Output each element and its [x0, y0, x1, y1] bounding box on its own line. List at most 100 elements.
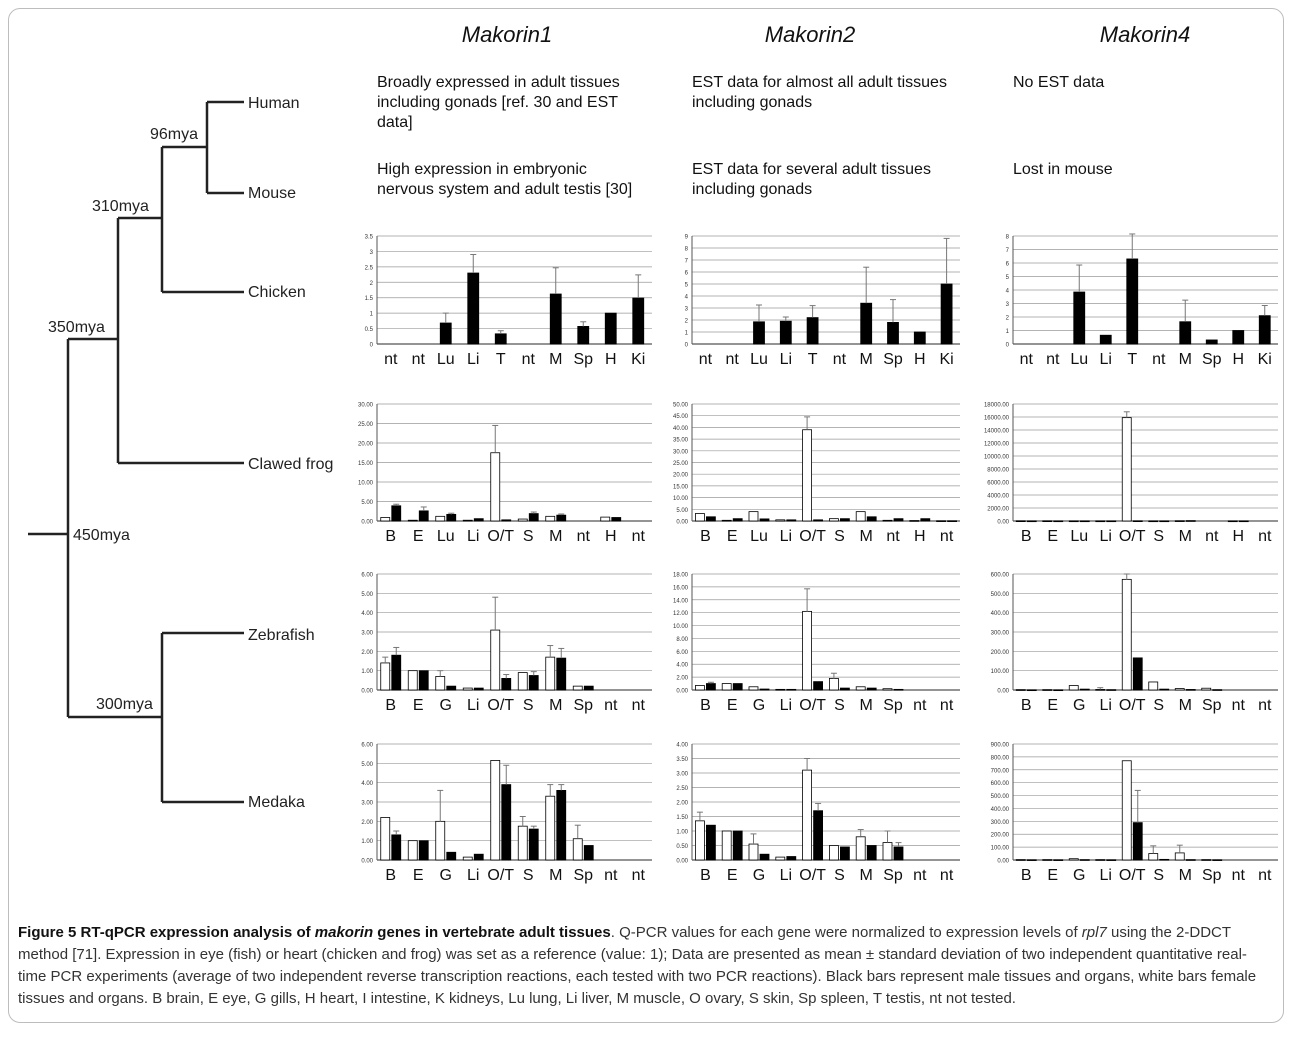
bar-m-female	[855, 686, 866, 691]
x-category-label: M	[1179, 697, 1192, 714]
bar-ot-male	[501, 519, 512, 522]
bar-e-male	[732, 683, 743, 691]
x-category-label: S	[1153, 528, 1164, 545]
x-category-label: E	[413, 697, 424, 714]
x-category-label: nt	[577, 528, 591, 545]
x-category-label: nt	[1258, 697, 1272, 714]
x-category-label: H	[605, 528, 617, 545]
x-category-label: B	[700, 528, 711, 545]
bar-s-male	[528, 828, 539, 861]
y-tick-label: 6	[1006, 262, 1010, 268]
bar-e-female	[407, 670, 418, 691]
chart-zebrafish-makorin1: 0.00 1.00 2.00 3.00 4.00 5.00 6.00 B E G Li O/T S M Sp…	[361, 573, 652, 714]
bar-b-female	[1015, 689, 1026, 691]
x-category-label: Li	[1100, 697, 1112, 714]
y-tick-label: 8	[685, 247, 689, 253]
y-tick-label: 20.00	[673, 473, 689, 479]
y-tick-label: 8.00	[676, 637, 688, 643]
bar-ot-female	[802, 610, 812, 691]
x-category-label: O/T	[487, 867, 514, 884]
makorin4-note-human: No EST data	[1013, 74, 1105, 91]
bar-b-male	[1026, 520, 1037, 523]
x-category-label: O/T	[799, 528, 826, 545]
bar-h-male	[920, 518, 931, 522]
y-tick-label: 5	[1006, 275, 1010, 281]
bar-g-female	[1068, 858, 1079, 861]
y-tick-label: 400.00	[991, 807, 1010, 813]
x-category-label: H	[914, 351, 926, 368]
y-tick-label: 900.00	[991, 743, 1010, 749]
x-category-label: G	[440, 697, 452, 714]
y-tick-label: 4.00	[361, 611, 373, 617]
y-tick-label: 25.00	[673, 461, 689, 467]
y-tick-label: 0.5	[365, 327, 374, 333]
x-category-label: nt	[1258, 528, 1272, 545]
bar-b-male	[391, 505, 402, 522]
x-category-label: T	[496, 351, 506, 368]
x-category-label: B	[1021, 697, 1032, 714]
bar-s-male	[840, 846, 850, 861]
y-tick-label: 2	[370, 281, 374, 287]
bar-s-female	[1148, 681, 1159, 691]
x-category-label: E	[1047, 697, 1058, 714]
figure-frame	[8, 8, 1284, 1023]
x-category-label: Sp	[1202, 697, 1222, 714]
caption-title-b: genes in vertebrate adult tissues	[373, 924, 611, 941]
y-tick-label: 500.00	[991, 592, 1010, 598]
x-category-label: Sp	[573, 867, 593, 884]
tree-branch-frog	[116, 216, 244, 465]
x-category-label: nt	[1152, 351, 1166, 368]
x-category-label: O/T	[799, 697, 826, 714]
bar-ot-male	[813, 681, 823, 691]
bar-e-female	[1042, 520, 1053, 523]
y-tick-label: 0	[1006, 343, 1010, 349]
bar-li-female	[775, 519, 786, 522]
bar-li-female	[462, 856, 473, 861]
caption-text-b: using the 2-DDCT method [71]. Expression…	[18, 924, 1257, 1007]
x-category-label: B	[1021, 867, 1032, 884]
bar-g-female	[435, 676, 446, 691]
bar-m-male	[1185, 689, 1196, 691]
bar-lu-male	[446, 513, 457, 522]
y-tick-label: 3.50	[676, 757, 688, 763]
y-tick-label: 14.00	[673, 598, 689, 604]
node-310mya: 310mya	[92, 198, 149, 215]
y-tick-label: 18.00	[673, 573, 689, 579]
bar-t	[806, 317, 819, 345]
bar-m-male	[556, 790, 567, 861]
y-tick-label: 16.00	[673, 585, 689, 591]
bar-e-female	[1042, 859, 1053, 861]
bar-b-male	[706, 516, 716, 522]
y-tick-label: 1.5	[365, 296, 374, 302]
x-category-label: nt	[1020, 351, 1034, 368]
bar-s-female	[517, 672, 528, 691]
bar-ot-male	[813, 519, 823, 522]
y-tick-label: 700.00	[991, 768, 1010, 774]
y-tick-label: 1.50	[676, 815, 688, 821]
x-category-label: M	[549, 351, 562, 368]
node-96mya: 96mya	[150, 126, 198, 143]
y-tick-label: 4000.00	[987, 494, 1009, 500]
phylogenetic-tree	[28, 100, 244, 804]
bar-b-male	[391, 654, 402, 691]
bar-li-male	[786, 519, 797, 522]
bar-m-male	[866, 687, 877, 691]
bar-ot-female	[1121, 578, 1132, 691]
bar-sp-female	[1201, 859, 1212, 861]
x-category-label: Li	[1100, 351, 1112, 368]
bar-m-male	[1185, 859, 1196, 861]
x-category-label: nt	[940, 867, 954, 884]
chart-medaka-makorin1: 0.00 1.00 2.00 3.00 4.00 5.00 6.00 B E G Li O/T S M Sp…	[361, 743, 652, 884]
bar-nt-female	[936, 520, 946, 522]
bar-m-male	[866, 516, 877, 522]
x-category-label: G	[753, 697, 765, 714]
y-tick-label: 4.00	[676, 663, 688, 669]
x-category-label: nt	[913, 697, 927, 714]
x-category-label: B	[700, 867, 711, 884]
x-category-label: Sp	[573, 697, 593, 714]
bar-sp-male	[893, 846, 904, 861]
y-tick-label: 1.00	[361, 839, 373, 845]
chart-clawed-frog-makorin2: 0.00 5.00 10.00 15.00 20.00 25.00 30.00 35.00 40…	[673, 403, 960, 545]
bar-g-female	[1068, 685, 1079, 691]
